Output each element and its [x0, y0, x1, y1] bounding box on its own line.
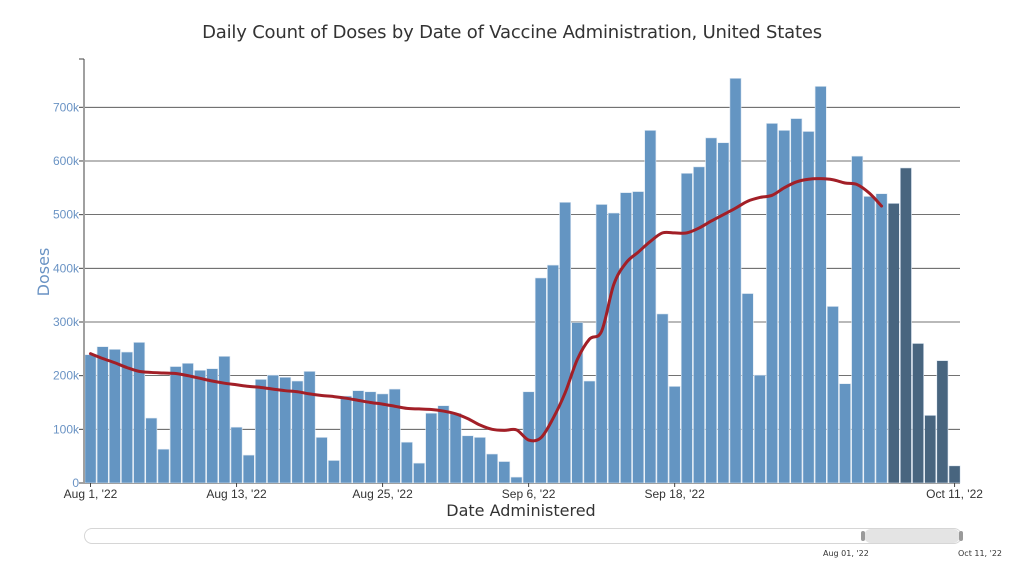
- bar: [401, 441, 413, 484]
- bar: [839, 383, 851, 484]
- bar: [607, 212, 620, 484]
- bar: [595, 204, 608, 484]
- moving-average-layer: [89, 177, 884, 443]
- chart-plot: 0 100k 200k 300k 400k 500k 600k 700k Aug 1, '22 A…: [34, 58, 983, 520]
- bar: [474, 437, 486, 484]
- bar: [729, 78, 742, 484]
- bar: [230, 426, 243, 484]
- bar-recent: [912, 343, 924, 484]
- bar-recent: [887, 203, 900, 484]
- y-tick-label: 400k: [53, 261, 80, 275]
- range-slider-start-label: Aug 01, '22: [823, 549, 869, 558]
- bar: [413, 462, 425, 484]
- moving-average-line: [89, 177, 884, 443]
- bar: [242, 454, 255, 484]
- bar: [449, 412, 462, 484]
- bar: [327, 460, 340, 484]
- bar: [157, 448, 170, 484]
- bar: [547, 264, 559, 484]
- bar: [340, 395, 352, 484]
- bar-recent: [936, 360, 949, 484]
- range-slider-right-handle[interactable]: [959, 531, 963, 541]
- range-slider-window[interactable]: [864, 529, 960, 543]
- bar: [766, 123, 778, 484]
- bar: [194, 369, 206, 484]
- y-tick-label: 500k: [53, 208, 80, 222]
- bar-recent: [948, 465, 961, 484]
- bar: [802, 131, 815, 484]
- bar: [644, 130, 657, 484]
- bar: [461, 435, 474, 484]
- y-tick-label: 600k: [53, 154, 80, 168]
- bar: [851, 155, 864, 484]
- bar: [741, 293, 754, 484]
- x-tick-label: Sep 6, '22: [502, 487, 556, 501]
- bar: [875, 193, 888, 484]
- bar: [388, 388, 401, 484]
- bar: [267, 374, 279, 484]
- bar: [826, 306, 839, 484]
- x-tick-label: Oct 11, '22: [926, 487, 983, 501]
- bar: [705, 137, 718, 484]
- bar: [206, 368, 219, 484]
- bar: [181, 363, 194, 484]
- x-tick-label: Sep 18, '22: [644, 487, 705, 501]
- bar: [169, 366, 182, 484]
- bar: [303, 371, 316, 484]
- x-tick-label: Aug 13, '22: [206, 487, 267, 501]
- bars: [84, 78, 961, 484]
- bar: [717, 142, 730, 484]
- bar: [84, 354, 97, 484]
- x-tick-label: Aug 25, '22: [352, 487, 413, 501]
- bar: [510, 476, 523, 484]
- bar: [133, 342, 146, 484]
- bar: [668, 386, 681, 484]
- range-slider-track[interactable]: [84, 528, 962, 544]
- bar: [583, 380, 596, 484]
- bar: [534, 277, 547, 484]
- bar: [218, 356, 231, 484]
- bar: [108, 349, 121, 484]
- y-tick-label: 700k: [53, 100, 80, 114]
- bar: [680, 173, 693, 484]
- bar: [96, 346, 109, 484]
- bar: [437, 405, 450, 484]
- bar: [352, 390, 365, 484]
- y-tick-label: 100k: [53, 422, 80, 436]
- bar: [656, 313, 669, 484]
- bar: [559, 202, 572, 484]
- bar: [364, 391, 377, 484]
- bar: [620, 192, 632, 484]
- x-axis-title: Date Administered: [446, 501, 595, 520]
- bar: [145, 417, 158, 484]
- bar: [778, 130, 791, 484]
- bar: [693, 166, 705, 484]
- range-slider-left-handle[interactable]: [861, 531, 865, 541]
- y-tick-label: 0: [72, 476, 79, 490]
- bar-recent: [924, 415, 937, 484]
- bar: [254, 379, 267, 484]
- y-tick-label: 300k: [53, 315, 80, 329]
- bar: [425, 412, 438, 484]
- y-axis-title: Doses: [34, 248, 53, 297]
- bar: [121, 351, 133, 484]
- bar: [790, 118, 803, 484]
- axes: 0 100k 200k 300k 400k 500k 600k 700k Aug 1, '22 A…: [53, 58, 983, 501]
- bar-recent: [899, 167, 912, 484]
- bar: [498, 461, 511, 484]
- x-tick-label: Aug 1, '22: [64, 487, 118, 501]
- bar: [863, 196, 876, 484]
- bar: [571, 322, 584, 484]
- bar: [486, 453, 499, 484]
- y-tick-label: 200k: [53, 369, 80, 383]
- bar: [315, 437, 328, 484]
- bar: [632, 191, 645, 484]
- range-slider-end-label: Oct 11, '22: [958, 549, 1003, 558]
- bar: [376, 393, 389, 484]
- chart-title: Daily Count of Doses by Date of Vaccine …: [202, 22, 822, 43]
- bar: [291, 380, 304, 484]
- bar: [814, 86, 827, 484]
- bar: [279, 376, 292, 484]
- bar: [753, 374, 766, 484]
